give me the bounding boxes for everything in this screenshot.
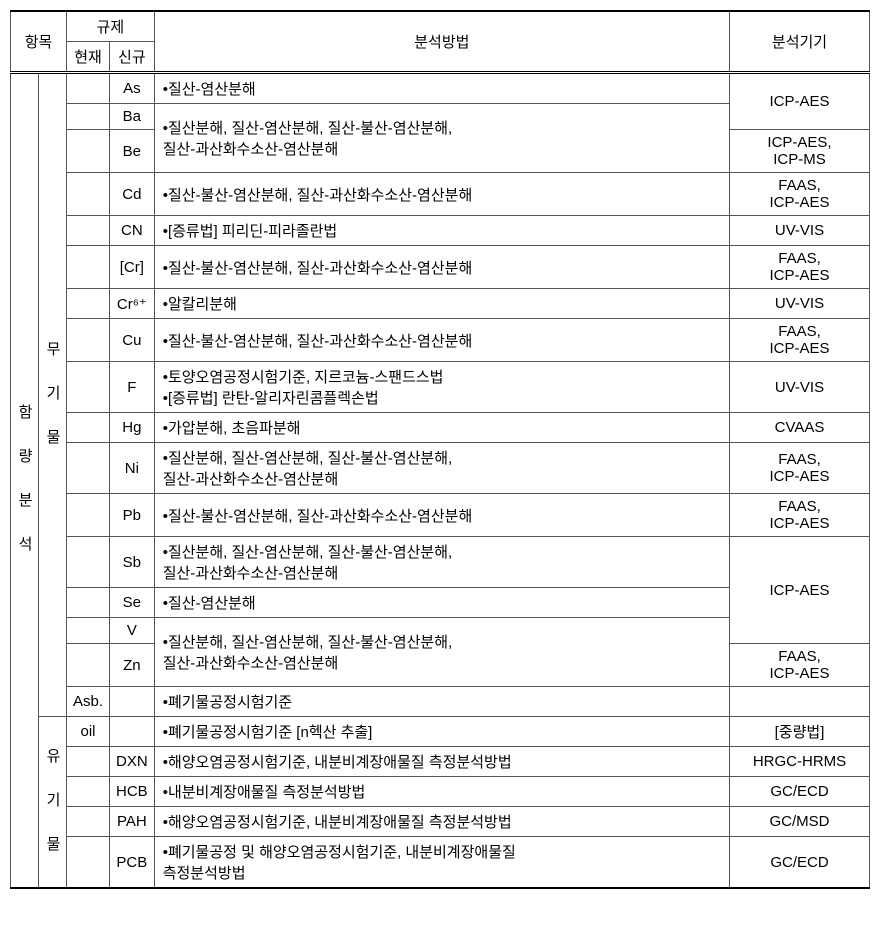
cell-new: Ba bbox=[110, 104, 155, 130]
cell-method: •해양오염공정시험기준, 내분비계장애물질 측정분석방법 bbox=[154, 747, 729, 777]
cell-new: DXN bbox=[110, 747, 155, 777]
cell-instr: FAAS, ICP-AES bbox=[730, 494, 870, 537]
cell-instr: ICP-AES bbox=[730, 73, 870, 130]
hdr-current: 현재 bbox=[67, 42, 110, 73]
cell-method: •질산-염산분해 bbox=[154, 588, 729, 618]
cell-instr: ICP-AES bbox=[730, 537, 870, 644]
cell-method: •토양오염공정시험기준, 지르코늄-스팬드스법 •[증류법] 란탄-알리자린콤플… bbox=[154, 362, 729, 413]
cell-method: •폐기물공정시험기준 bbox=[154, 687, 729, 717]
hdr-item: 항목 bbox=[11, 11, 67, 73]
cell-new: V bbox=[110, 618, 155, 644]
hdr-method: 분석방법 bbox=[154, 11, 729, 73]
cell-method: •질산-염산분해 bbox=[154, 73, 729, 104]
cell-method: •질산분해, 질산-염산분해, 질산-불산-염산분해, 질산-과산화수소산-염산… bbox=[154, 537, 729, 588]
cell-method: •질산-불산-염산분해, 질산-과산화수소산-염산분해 bbox=[154, 173, 729, 216]
cell-new: Cd bbox=[110, 173, 155, 216]
cell-method: •질산분해, 질산-염산분해, 질산-불산-염산분해, 질산-과산화수소산-염산… bbox=[154, 618, 729, 687]
cell-new: As bbox=[110, 73, 155, 104]
cell-method: •질산분해, 질산-염산분해, 질산-불산-염산분해, 질산-과산화수소산-염산… bbox=[154, 443, 729, 494]
cell-new: Pb bbox=[110, 494, 155, 537]
cell-instr: HRGC-HRMS bbox=[730, 747, 870, 777]
cell-new: Ni bbox=[110, 443, 155, 494]
cell-new: Sb bbox=[110, 537, 155, 588]
cell-instr: FAAS, ICP-AES bbox=[730, 246, 870, 289]
cell-new: CN bbox=[110, 216, 155, 246]
cell-new: PCB bbox=[110, 837, 155, 889]
cell-instr: GC/ECD bbox=[730, 777, 870, 807]
cell-method: •[증류법] 피리딘-피라졸란법 bbox=[154, 216, 729, 246]
cell-instr: GC/ECD bbox=[730, 837, 870, 889]
cell-method: •해양오염공정시험기준, 내분비계장애물질 측정분석방법 bbox=[154, 807, 729, 837]
org-label: 유 기 물 bbox=[39, 717, 67, 889]
cell-instr: GC/MSD bbox=[730, 807, 870, 837]
cell-instr: CVAAS bbox=[730, 413, 870, 443]
cell-instr: UV-VIS bbox=[730, 362, 870, 413]
hdr-instrument: 분석기기 bbox=[730, 11, 870, 73]
cell-new: [Cr] bbox=[110, 246, 155, 289]
cell-method: •가압분해, 초음파분해 bbox=[154, 413, 729, 443]
cell-new: PAH bbox=[110, 807, 155, 837]
cell-current: Asb. bbox=[67, 687, 110, 717]
section-label: 함 량 분 석 bbox=[11, 73, 39, 889]
cell-new: Be bbox=[110, 130, 155, 173]
hdr-new: 신규 bbox=[110, 42, 155, 73]
cell-method: •폐기물공정시험기준 [n헥산 추출] bbox=[154, 717, 729, 747]
cell-instr: FAAS, ICP-AES bbox=[730, 443, 870, 494]
cell-method: •알칼리분해 bbox=[154, 289, 729, 319]
cell-new: Zn bbox=[110, 644, 155, 687]
cell-new: Cu bbox=[110, 319, 155, 362]
cell-instr: [중량법] bbox=[730, 717, 870, 747]
hdr-regulation: 규제 bbox=[67, 11, 155, 42]
cell-new: Cr⁶⁺ bbox=[110, 289, 155, 319]
cell-method: •질산-불산-염산분해, 질산-과산화수소산-염산분해 bbox=[154, 494, 729, 537]
cell-instr bbox=[730, 687, 870, 717]
cell-current bbox=[67, 73, 110, 104]
cell-instr: FAAS, ICP-AES bbox=[730, 644, 870, 687]
cell-instr: FAAS, ICP-AES bbox=[730, 319, 870, 362]
analysis-table: 항목 규제 분석방법 분석기기 현재 신규 함 량 분 석 무 기 물 As •… bbox=[10, 10, 870, 889]
cell-new: F bbox=[110, 362, 155, 413]
cell-method: •폐기물공정 및 해양오염공정시험기준, 내분비계장애물질 측정분석방법 bbox=[154, 837, 729, 889]
cell-instr: ICP-AES, ICP-MS bbox=[730, 130, 870, 173]
cell-new: HCB bbox=[110, 777, 155, 807]
cell-method: •질산분해, 질산-염산분해, 질산-불산-염산분해, 질산-과산화수소산-염산… bbox=[154, 104, 729, 173]
cell-instr: UV-VIS bbox=[730, 216, 870, 246]
cell-new: Se bbox=[110, 588, 155, 618]
cell-instr: FAAS, ICP-AES bbox=[730, 173, 870, 216]
cell-new: Hg bbox=[110, 413, 155, 443]
inorg-label: 무 기 물 bbox=[39, 73, 67, 717]
cell-method: •내분비계장애물질 측정분석방법 bbox=[154, 777, 729, 807]
cell-current: oil bbox=[67, 717, 110, 747]
cell-instr: UV-VIS bbox=[730, 289, 870, 319]
cell-method: •질산-불산-염산분해, 질산-과산화수소산-염산분해 bbox=[154, 246, 729, 289]
cell-method: •질산-불산-염산분해, 질산-과산화수소산-염산분해 bbox=[154, 319, 729, 362]
